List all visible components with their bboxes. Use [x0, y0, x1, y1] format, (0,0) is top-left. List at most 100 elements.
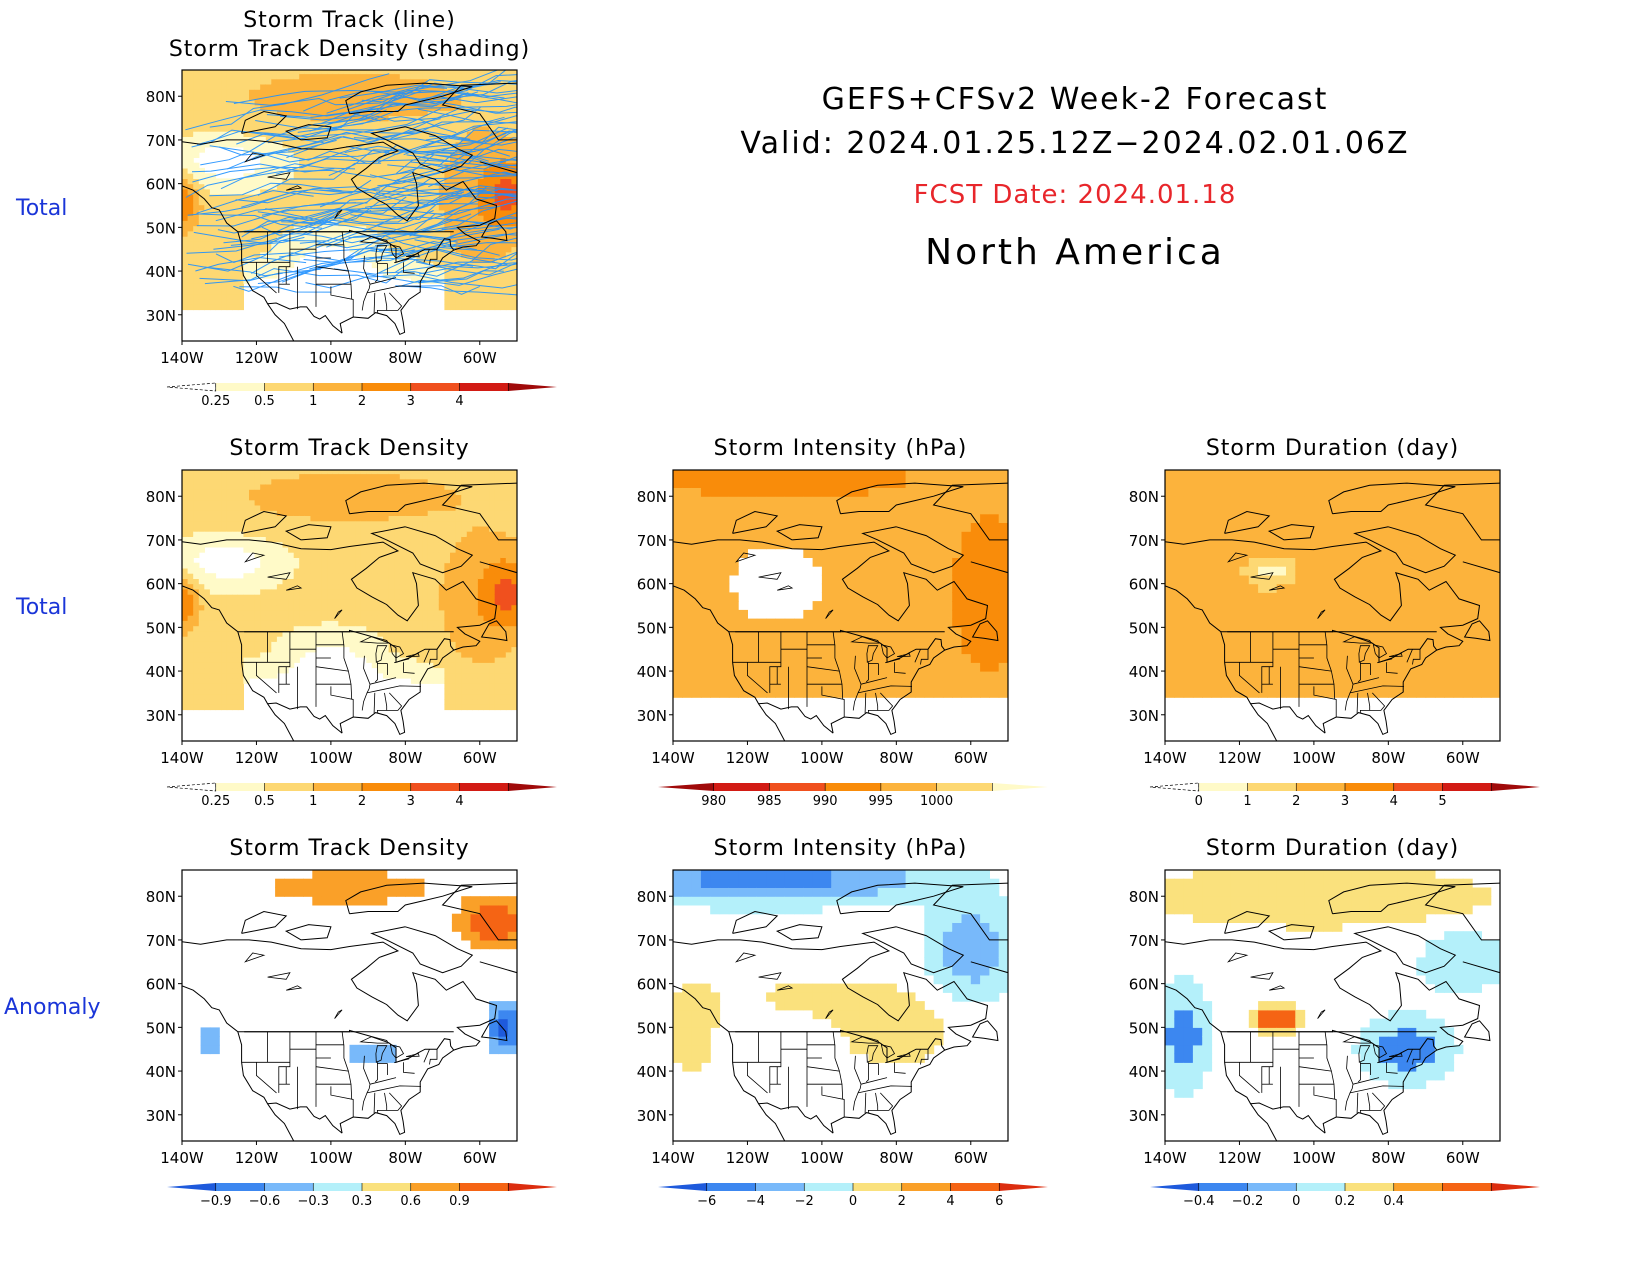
shade-cell [310, 479, 316, 485]
shade-cell [271, 647, 277, 653]
shade-cell [461, 531, 467, 537]
shade-cell [188, 299, 194, 305]
shade-cell [227, 283, 233, 289]
shade-cell [333, 536, 339, 542]
shade-cell [450, 273, 456, 279]
shade-cell [495, 521, 501, 527]
shade-cell [361, 484, 367, 490]
shade-cell [271, 505, 277, 511]
shade-cell [444, 531, 450, 537]
shade-cell [193, 278, 199, 284]
shade-cell [467, 299, 473, 305]
shade-cell [310, 615, 316, 621]
shade-cell [417, 668, 423, 674]
shade-cell [227, 704, 233, 710]
shade-cell [500, 468, 506, 474]
shade-cell [221, 283, 227, 289]
shade-cell [182, 215, 188, 221]
shade-cell [188, 516, 194, 522]
shade-cell [422, 489, 428, 495]
shade-cell [489, 468, 495, 474]
shade-cell [188, 468, 194, 474]
shade-cell [428, 605, 434, 611]
row-label-total-2: Total [16, 595, 67, 620]
shade-cell [366, 505, 372, 511]
shade-cell [299, 74, 305, 80]
shade-cell [478, 552, 484, 558]
shade-cell [327, 615, 333, 621]
shade-cell [422, 74, 428, 80]
shade-cell [472, 647, 478, 653]
shade-cell [327, 74, 333, 80]
shade-cell [243, 95, 249, 101]
shade-cell [467, 304, 473, 310]
shade-cell [383, 652, 389, 658]
shade-cell [221, 657, 227, 663]
shade-cell [294, 105, 300, 111]
shade-cell [188, 152, 194, 158]
shade-cell [310, 505, 316, 511]
shade-cell [495, 584, 501, 590]
shade-cell [193, 294, 199, 300]
shade-cell [439, 557, 445, 563]
shade-cell [344, 516, 350, 522]
shade-cell [299, 152, 305, 158]
shade-cell [255, 247, 261, 253]
shade-cell [489, 594, 495, 600]
shade-cell [400, 468, 406, 474]
shade-cell [366, 536, 372, 542]
shade-cell [271, 531, 277, 537]
shade-cell [489, 641, 495, 647]
shade-cell [400, 594, 406, 600]
shade-cell [478, 495, 484, 501]
shade-cell [216, 578, 222, 584]
shade-cell [238, 589, 244, 595]
shade-cell [216, 673, 222, 679]
shade-cell [484, 547, 490, 553]
shade-cell [299, 479, 305, 485]
shade-cell [283, 474, 289, 480]
shade-cell [461, 594, 467, 600]
shade-cell [417, 505, 423, 511]
shade-cell [210, 105, 216, 111]
shade-cell [422, 641, 428, 647]
shade-cell [238, 226, 244, 232]
shade-cell [227, 105, 233, 111]
shade-cell [361, 84, 367, 90]
shade-cell [489, 568, 495, 574]
shade-cell [444, 516, 450, 522]
shade-cell [182, 157, 188, 163]
shade-cell [271, 636, 277, 642]
shade-cell [361, 584, 367, 590]
shade-cell [372, 615, 378, 621]
region-title: North America [820, 232, 1330, 273]
shade-cell [249, 578, 255, 584]
shade-cell [271, 641, 277, 647]
shade-cell [266, 662, 272, 668]
shade-cell [188, 573, 194, 579]
shade-cell [405, 620, 411, 626]
shade-cell [506, 678, 512, 684]
shade-cell [322, 563, 328, 569]
shade-cell [199, 657, 205, 663]
shade-cell [255, 568, 261, 574]
shade-cell [188, 704, 194, 710]
shade-cell [243, 79, 249, 85]
shade-cell [322, 636, 328, 642]
shade-cell [389, 620, 395, 626]
shade-cell [400, 474, 406, 480]
shade-cell [333, 505, 339, 511]
shade-cell [277, 531, 283, 537]
shade-cell [249, 484, 255, 490]
shade-cell [193, 584, 199, 590]
shade-cell [227, 605, 233, 611]
shade-cell [271, 252, 277, 258]
shade-cell [227, 584, 233, 590]
shade-cell [500, 495, 506, 501]
shade-cell [450, 599, 456, 605]
shade-cell [216, 683, 222, 689]
shade-cell [489, 605, 495, 611]
shade-cell [472, 500, 478, 506]
shade-cell [243, 636, 249, 642]
